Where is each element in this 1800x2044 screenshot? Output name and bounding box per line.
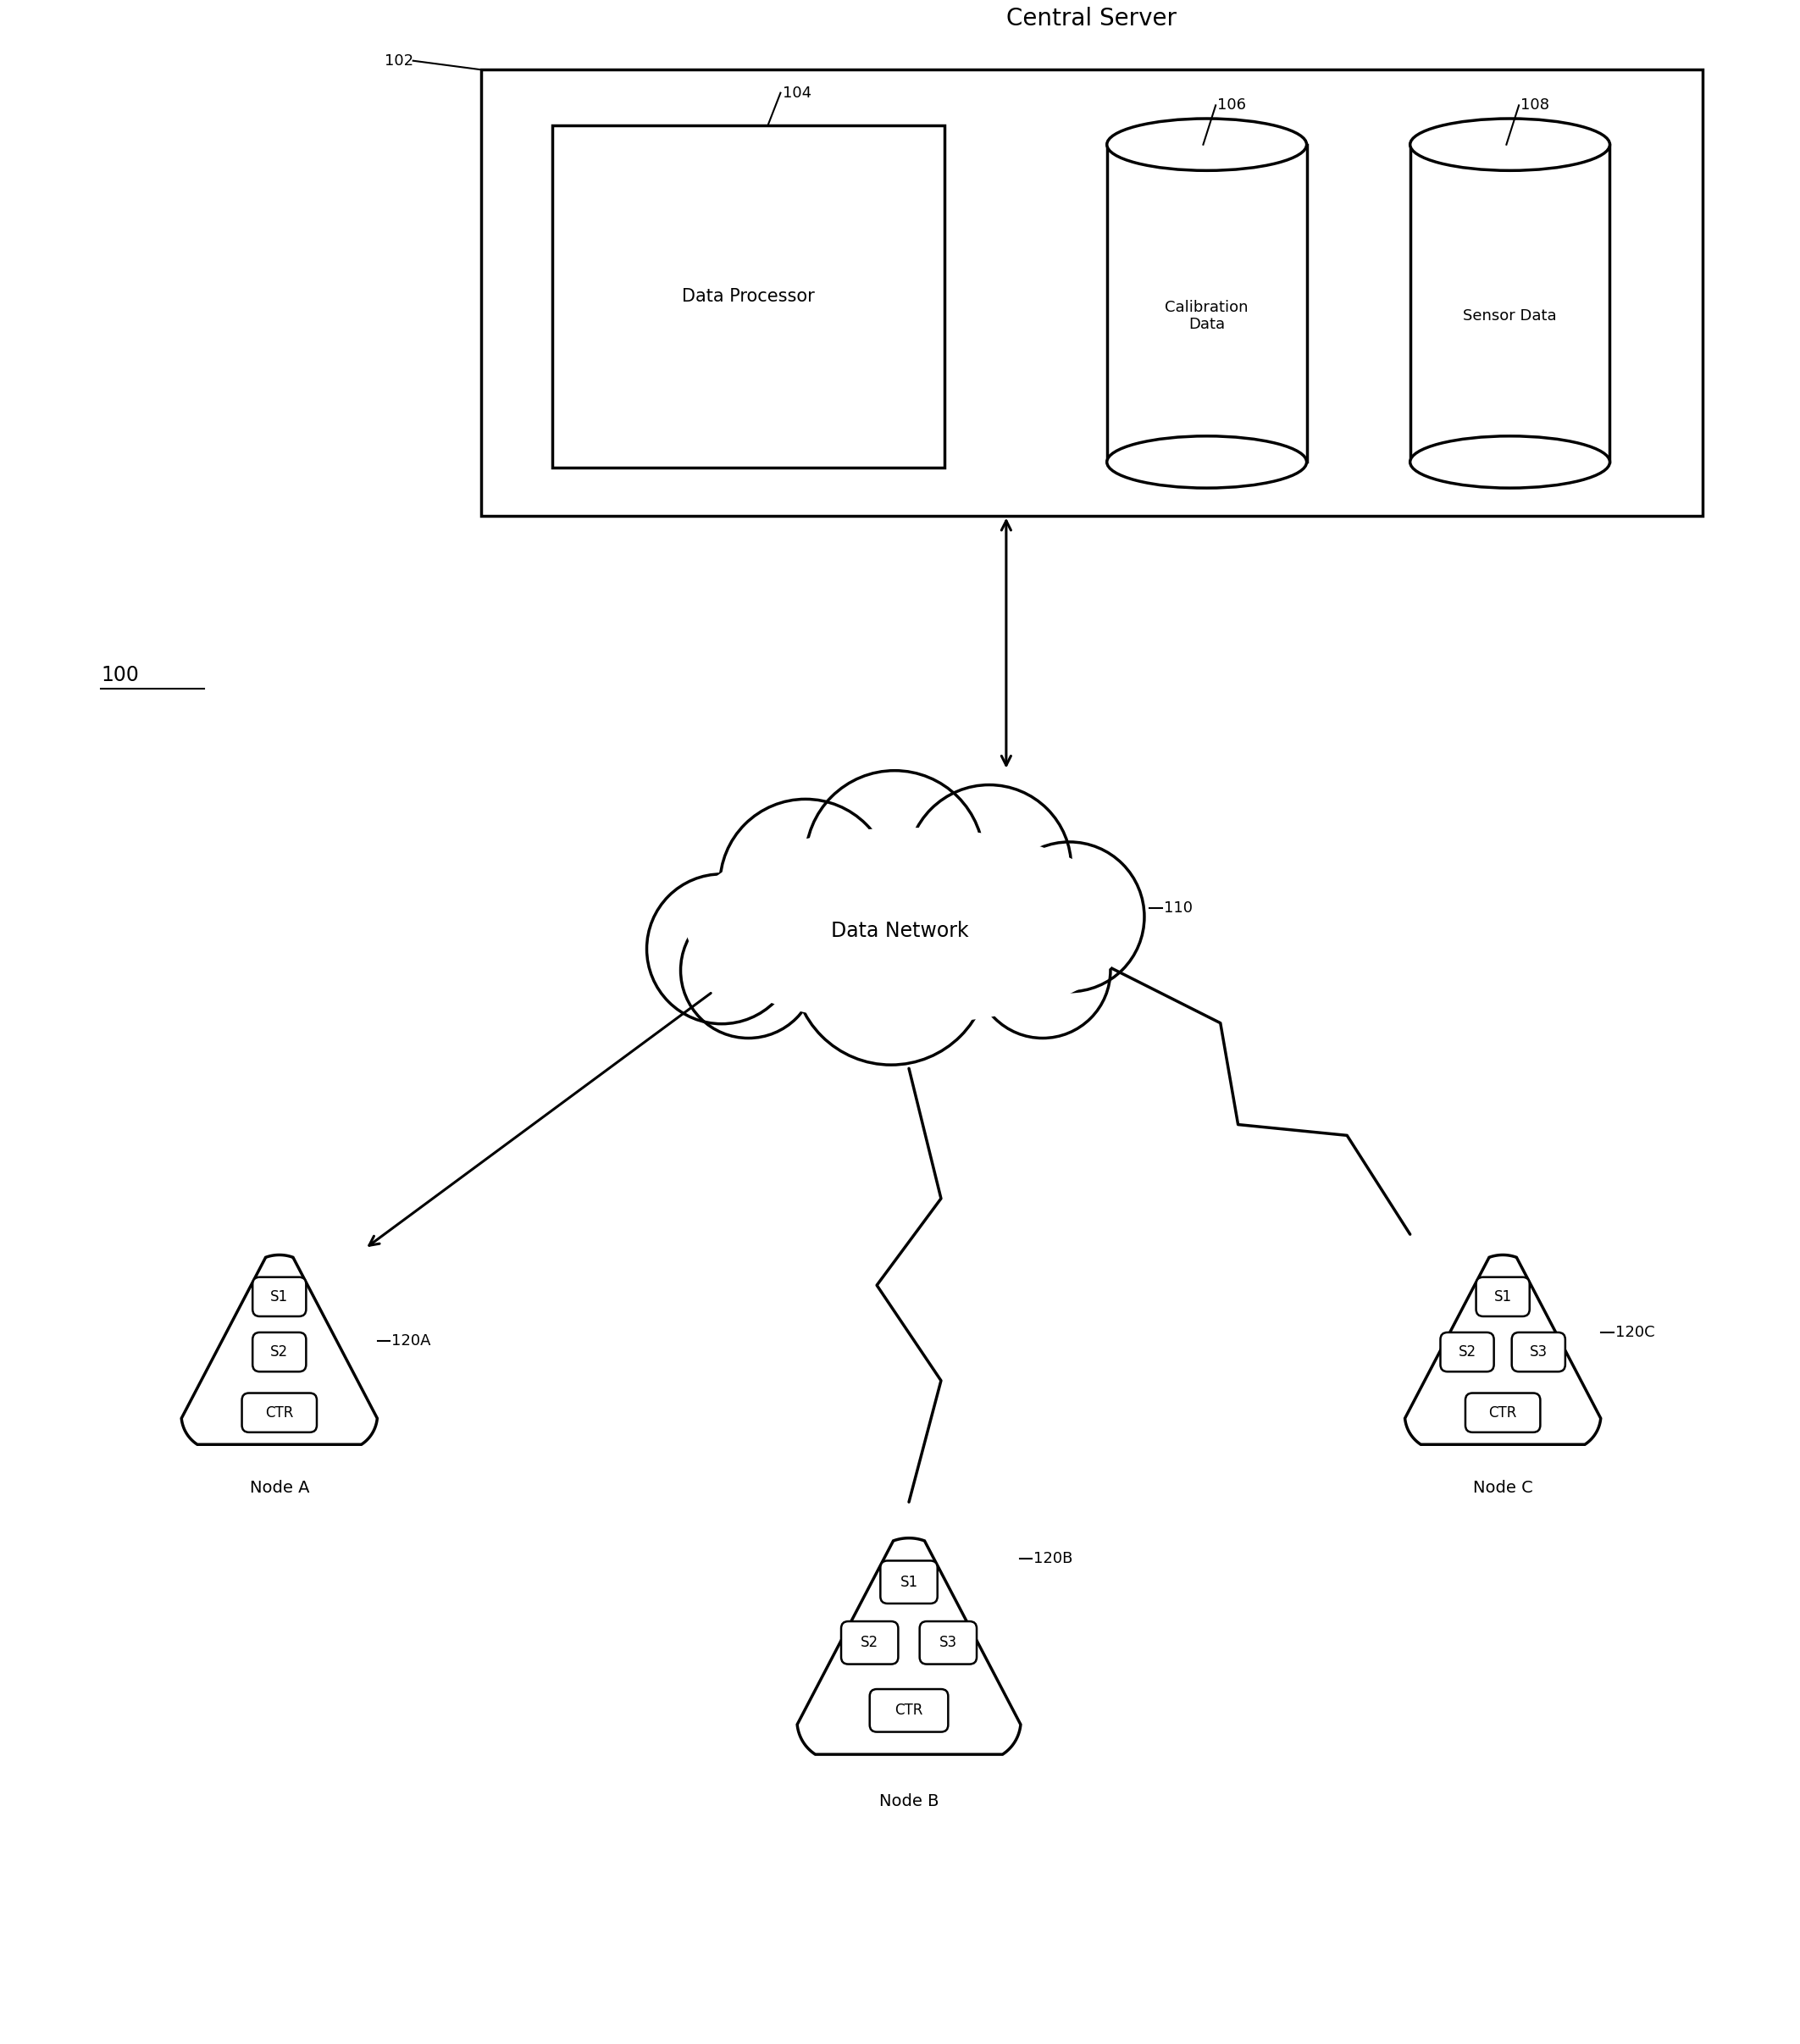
Text: S1: S1 (270, 1290, 288, 1304)
Text: 110: 110 (1165, 899, 1193, 916)
Text: 102: 102 (383, 53, 414, 67)
Text: 120C: 120C (1615, 1325, 1654, 1341)
Circle shape (995, 842, 1145, 991)
Text: S3: S3 (1530, 1345, 1548, 1359)
Text: CTR: CTR (1489, 1404, 1517, 1421)
FancyBboxPatch shape (1465, 1394, 1541, 1433)
FancyBboxPatch shape (241, 1394, 317, 1433)
Ellipse shape (1409, 119, 1609, 170)
Text: S2: S2 (1458, 1345, 1476, 1359)
Polygon shape (797, 1537, 1021, 1754)
Ellipse shape (1107, 119, 1307, 170)
Text: 106: 106 (1217, 98, 1246, 112)
Text: S2: S2 (860, 1635, 878, 1650)
Text: S2: S2 (270, 1345, 288, 1359)
Text: Sensor Data: Sensor Data (1463, 309, 1557, 323)
Circle shape (794, 869, 990, 1065)
Text: Node B: Node B (878, 1795, 940, 1809)
Bar (1409, 145, 1609, 462)
Text: Central Server: Central Server (1006, 6, 1177, 31)
Text: 108: 108 (1521, 98, 1550, 112)
Bar (1107, 145, 1307, 462)
Text: S3: S3 (940, 1635, 958, 1650)
FancyBboxPatch shape (880, 1562, 938, 1602)
Circle shape (907, 785, 1071, 948)
FancyBboxPatch shape (869, 1688, 949, 1731)
Bar (481, 69, 1703, 515)
Ellipse shape (686, 828, 1132, 1024)
FancyBboxPatch shape (1512, 1333, 1566, 1372)
Circle shape (976, 903, 1111, 1038)
FancyBboxPatch shape (252, 1278, 306, 1316)
FancyBboxPatch shape (1476, 1278, 1530, 1316)
Text: CTR: CTR (265, 1404, 293, 1421)
Bar (553, 125, 945, 468)
Text: CTR: CTR (895, 1703, 923, 1719)
Circle shape (805, 771, 985, 948)
Text: Node A: Node A (250, 1480, 310, 1496)
Text: Data Processor: Data Processor (682, 288, 815, 305)
Text: 120B: 120B (1033, 1551, 1073, 1566)
Text: Calibration
Data: Calibration Data (1165, 300, 1249, 333)
Polygon shape (1406, 1255, 1600, 1445)
Text: 120A: 120A (392, 1333, 430, 1349)
Ellipse shape (1107, 119, 1307, 170)
Text: 104: 104 (783, 86, 812, 100)
Text: Data Network: Data Network (832, 922, 968, 942)
Polygon shape (182, 1255, 378, 1445)
Circle shape (720, 799, 891, 971)
Ellipse shape (1107, 435, 1307, 489)
FancyBboxPatch shape (252, 1333, 306, 1372)
Text: Node C: Node C (1472, 1480, 1534, 1496)
Text: S1: S1 (1494, 1290, 1512, 1304)
Circle shape (680, 903, 815, 1038)
Text: S1: S1 (900, 1574, 918, 1590)
FancyBboxPatch shape (841, 1621, 898, 1664)
Ellipse shape (1409, 435, 1609, 489)
Circle shape (646, 875, 797, 1024)
Text: 100: 100 (101, 664, 139, 685)
FancyBboxPatch shape (1440, 1333, 1494, 1372)
Ellipse shape (1409, 119, 1609, 170)
FancyBboxPatch shape (920, 1621, 977, 1664)
